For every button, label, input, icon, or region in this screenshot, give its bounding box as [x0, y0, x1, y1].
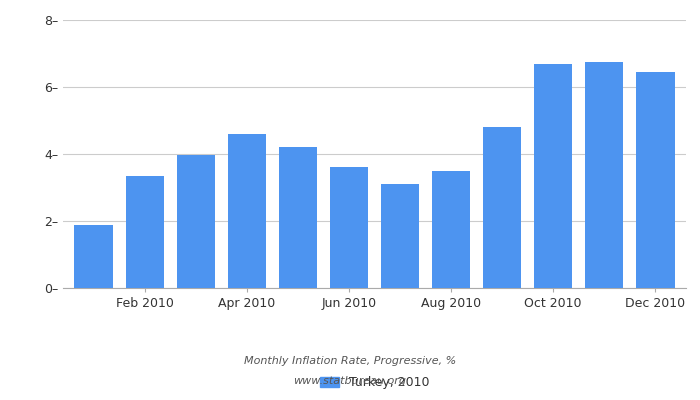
- Bar: [381, 184, 419, 288]
- Bar: [432, 171, 470, 288]
- Bar: [74, 225, 113, 288]
- Bar: [176, 155, 215, 288]
- Bar: [534, 64, 573, 288]
- Bar: [330, 167, 368, 288]
- Bar: [483, 127, 522, 288]
- Legend: Turkey, 2010: Turkey, 2010: [315, 371, 434, 394]
- Bar: [585, 62, 624, 288]
- Bar: [228, 134, 266, 288]
- Bar: [125, 176, 164, 288]
- Text: www.statbureau.org: www.statbureau.org: [293, 376, 407, 386]
- Bar: [279, 147, 317, 288]
- Bar: [636, 72, 675, 288]
- Text: Monthly Inflation Rate, Progressive, %: Monthly Inflation Rate, Progressive, %: [244, 356, 456, 366]
